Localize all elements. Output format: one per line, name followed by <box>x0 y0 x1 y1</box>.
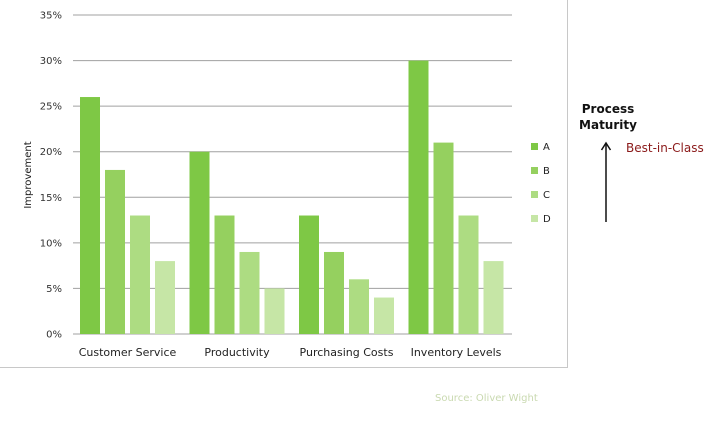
category-label: Purchasing Costs <box>300 346 394 359</box>
bar-a <box>80 97 100 335</box>
bar-b <box>214 215 235 334</box>
legend: A B C D <box>531 142 551 225</box>
legend-label: C <box>543 190 550 201</box>
y-axis-ticks: 0% 5% 10% 15% 20% 25% 30% 35% <box>40 11 62 341</box>
y-tick-label: 35% <box>40 11 62 22</box>
category-label: Productivity <box>204 346 270 359</box>
process-maturity-title-line2: Maturity <box>579 118 637 132</box>
category-label: Customer Service <box>79 346 177 359</box>
legend-swatch <box>531 167 538 174</box>
best-in-class-label: Best-in-Class <box>626 141 704 155</box>
bars <box>80 60 504 335</box>
bar-a <box>299 215 319 334</box>
bar-d <box>374 297 394 334</box>
bar-d <box>483 261 504 334</box>
legend-label: B <box>543 166 550 177</box>
y-tick-label: 10% <box>40 238 62 249</box>
up-arrow-icon <box>600 141 612 222</box>
bar-c <box>458 215 479 334</box>
process-maturity-title: Process Maturity <box>578 101 638 133</box>
bar-b <box>433 142 454 334</box>
bar-b <box>105 169 125 334</box>
y-tick-label: 15% <box>40 193 62 204</box>
legend-swatch <box>531 143 538 150</box>
bar-a <box>408 60 429 334</box>
category-label: Inventory Levels <box>411 346 502 359</box>
bar-c <box>239 251 260 334</box>
bar-d <box>155 261 175 334</box>
legend-label: D <box>543 214 551 225</box>
legend-swatch <box>531 191 538 198</box>
legend-swatch <box>531 215 538 222</box>
y-tick-label: 5% <box>46 284 62 295</box>
category-labels: Customer Service Productivity Purchasing C… <box>79 346 502 359</box>
bar-b <box>324 251 344 334</box>
chart-frame <box>0 0 568 368</box>
legend-label: A <box>543 142 550 153</box>
source-note: Source: Oliver Wight <box>435 393 538 404</box>
y-tick-label: 25% <box>40 102 62 113</box>
y-tick-label: 20% <box>40 147 62 158</box>
bar-d <box>264 288 285 334</box>
process-maturity-title-line1: Process <box>581 102 635 116</box>
y-tick-label: 30% <box>40 56 62 67</box>
bar-a <box>189 151 210 334</box>
bar-c <box>130 215 150 334</box>
y-axis-title: Improvement <box>23 141 34 208</box>
y-tick-label: 0% <box>46 330 62 341</box>
bar-c <box>349 279 369 334</box>
